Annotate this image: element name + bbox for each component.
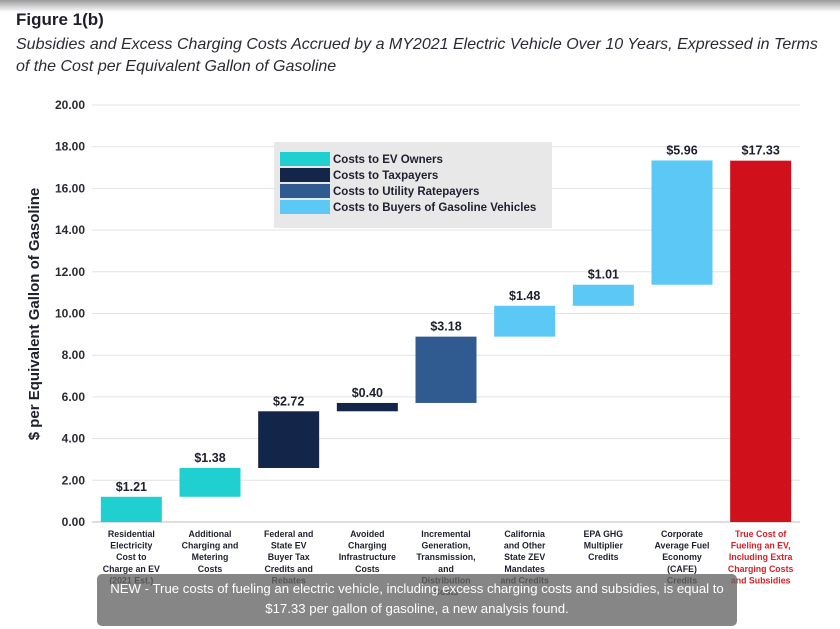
category-label: Economy bbox=[662, 552, 702, 562]
category-label: Residential bbox=[108, 529, 155, 539]
y-tick-label: 10.00 bbox=[55, 307, 85, 321]
category-label: Incremental bbox=[421, 529, 470, 539]
category-label: True Cost of bbox=[735, 529, 786, 539]
category-label: Costs bbox=[198, 564, 223, 574]
bar bbox=[258, 411, 320, 468]
category-label: and Other bbox=[504, 541, 546, 551]
category-label: Average Fuel bbox=[655, 541, 710, 551]
legend-label: Costs to Buyers of Gasoline Vehicles bbox=[333, 202, 536, 214]
bar bbox=[336, 402, 398, 412]
category-label: Avoided bbox=[350, 529, 384, 539]
category-label: Corporate bbox=[661, 529, 703, 539]
category-label: Credits and bbox=[264, 564, 312, 574]
y-tick-label: 14.00 bbox=[55, 223, 85, 237]
top-shadow bbox=[0, 0, 840, 12]
category-label: Charging bbox=[348, 541, 387, 551]
y-tick-label: 18.00 bbox=[55, 140, 85, 154]
caption-overlay: NEW - True costs of fueling an electric … bbox=[97, 574, 737, 626]
category-label: Metering bbox=[192, 552, 229, 562]
figure-label: Figure 1(b) bbox=[16, 10, 104, 29]
category-label: California bbox=[504, 529, 545, 539]
category-label: (CAFE) bbox=[667, 564, 697, 574]
category-label: Electricity bbox=[110, 541, 152, 551]
data-label: $17.33 bbox=[742, 144, 780, 158]
category-label: Federal and bbox=[264, 529, 313, 539]
category-label: Additional bbox=[188, 529, 231, 539]
y-tick-label: 12.00 bbox=[55, 265, 85, 279]
category-label: EPA GHG bbox=[584, 529, 624, 539]
data-label: $5.96 bbox=[666, 143, 697, 157]
legend-label: Costs to Utility Ratepayers bbox=[333, 186, 479, 198]
category-label: State EV bbox=[271, 541, 307, 551]
category-label: Fueling an EV, bbox=[731, 541, 791, 551]
data-label: $1.48 bbox=[509, 289, 540, 303]
category-label: State ZEV bbox=[504, 552, 545, 562]
caption-text: NEW - True costs of fueling an electric … bbox=[110, 581, 724, 616]
y-tick-label: 6.00 bbox=[62, 390, 86, 404]
data-label: $1.01 bbox=[588, 268, 619, 282]
bar bbox=[179, 467, 241, 497]
category-label: Including Extra bbox=[729, 552, 793, 562]
y-tick-label: 20.00 bbox=[55, 98, 85, 112]
category-label: Multiplier bbox=[584, 541, 624, 551]
y-tick-label: 4.00 bbox=[62, 432, 86, 446]
category-label: Credits bbox=[588, 552, 618, 562]
category-label: Buyer Tax bbox=[268, 552, 310, 562]
legend-swatch bbox=[280, 200, 330, 214]
bar bbox=[730, 160, 792, 522]
category-label: Charging and bbox=[182, 541, 239, 551]
y-axis-label: $ per Equivalent Gallon of Gasoline bbox=[26, 188, 43, 441]
data-label: $3.18 bbox=[430, 320, 461, 334]
category-label: Infrastructure bbox=[339, 552, 396, 562]
bar bbox=[100, 496, 162, 522]
category-label: Costs bbox=[355, 564, 380, 574]
data-label: $1.21 bbox=[116, 480, 147, 494]
legend-swatch bbox=[280, 152, 330, 166]
bar bbox=[494, 305, 556, 337]
legend-label: Costs to Taxpayers bbox=[333, 170, 438, 182]
y-tick-label: 2.00 bbox=[62, 473, 86, 487]
category-label: Charging Costs bbox=[728, 564, 794, 574]
bar bbox=[572, 284, 634, 306]
category-label: Mandates bbox=[504, 564, 545, 574]
category-label: Charge an EV bbox=[103, 564, 160, 574]
category-label: Generation, bbox=[422, 541, 471, 551]
category-label: Cost to bbox=[116, 552, 147, 562]
category-label: and bbox=[438, 564, 454, 574]
legend-swatch bbox=[280, 184, 330, 198]
legend-swatch bbox=[280, 168, 330, 182]
category-label: Transmission, bbox=[416, 552, 475, 562]
data-label: $1.38 bbox=[194, 451, 225, 465]
data-label: $2.72 bbox=[273, 394, 304, 408]
y-tick-label: 8.00 bbox=[62, 348, 86, 362]
y-tick-label: 16.00 bbox=[55, 181, 85, 195]
legend-label: Costs to EV Owners bbox=[333, 154, 443, 166]
data-label: $0.40 bbox=[352, 386, 383, 400]
bar bbox=[651, 160, 713, 285]
category-label: and Subsidies bbox=[731, 575, 791, 585]
y-tick-label: 0.00 bbox=[62, 515, 86, 529]
bar bbox=[415, 336, 477, 403]
figure-title: Subsidies and Excess Charging Costs Accr… bbox=[16, 36, 818, 75]
